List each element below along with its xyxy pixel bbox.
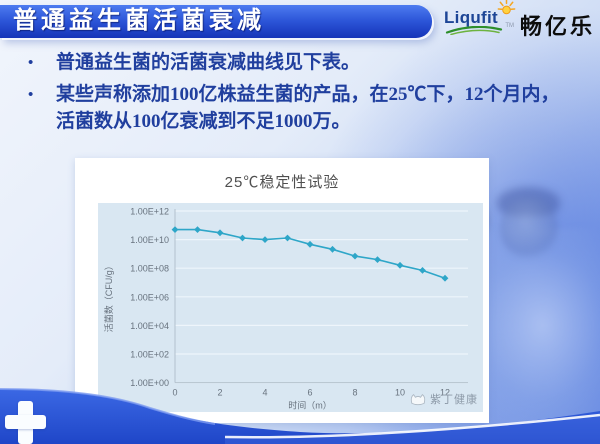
brand-logo-group: Liqufit TM 畅亿乐 [443,0,595,41]
bullet-item: • 某些声称添加100亿株益生菌的产品，在25℃下，12个月内，活菌数从100亿… [28,82,570,136]
green-swoosh-icon [445,26,503,35]
svg-text:1.00E+02: 1.00E+02 [130,350,169,360]
svg-text:1.00E+04: 1.00E+04 [130,321,169,331]
svg-text:活菌数（CFU/g）: 活菌数（CFU/g） [103,261,114,332]
svg-text:1.00E+10: 1.00E+10 [130,235,169,245]
bullet-list: • 普通益生菌的活菌衰减曲线见下表。 • 某些声称添加100亿株益生菌的产品，在… [28,50,570,141]
svg-text:1.00E+00: 1.00E+00 [130,378,169,388]
stability-chart: 1.00E+12 1.00E+10 1.00E+08 1.00E+06 1.00E+04… [103,207,468,411]
svg-text:4: 4 [262,388,267,398]
liqufit-wordmark: Liqufit [443,8,499,27]
watermark-text: 紫丁健康 [430,394,478,406]
plot-area: 1.00E+12 1.00E+10 1.00E+08 1.00E+06 1.00E+04… [98,203,483,412]
bullet-text: 普通益生菌的活菌衰减曲线见下表。 [56,52,361,73]
slide-title-bar: 普通益生菌活菌衰减 [0,5,432,38]
chart-panel: 25℃稳定性试验 1.00E+12 1.00E+10 1.00E+08 1.00E+0… [75,158,489,423]
slide-title: 普通益生菌活菌衰减 [13,8,265,34]
svg-text:12: 12 [440,388,450,398]
chart-title: 25℃稳定性试验 [224,174,340,191]
bottom-wave-decoration [0,388,600,444]
bullet-marker: • [28,86,34,103]
svg-text:1.00E+06: 1.00E+06 [130,292,169,302]
bullet-text: 某些声称添加100亿株益生菌的产品，在25℃下，12个月内，活菌数从100亿衰减… [56,83,560,132]
svg-text:0: 0 [172,388,177,398]
svg-text:1.00E+08: 1.00E+08 [130,264,169,274]
bullet-item: • 普通益生菌的活菌衰减曲线见下表。 [28,50,570,77]
svg-text:6: 6 [307,388,312,398]
trademark-label: TM [505,23,514,29]
mascot-icon [410,393,426,406]
plus-horizontal-bar [5,415,46,429]
svg-text:8: 8 [352,388,357,398]
sun-icon [496,0,517,24]
svg-text:2: 2 [217,388,222,398]
brand-chinese-name: 畅亿乐 [519,14,595,39]
svg-text:10: 10 [395,388,405,398]
liqufit-logo: Liqufit TM [443,0,516,35]
svg-text:时间（m）: 时间（m） [288,400,332,411]
chart-watermark: 紫丁健康 [409,391,478,407]
bullet-marker: • [28,55,34,71]
svg-text:1.00E+12: 1.00E+12 [130,207,169,217]
plus-icon [3,397,50,444]
background-person-head [500,196,558,260]
